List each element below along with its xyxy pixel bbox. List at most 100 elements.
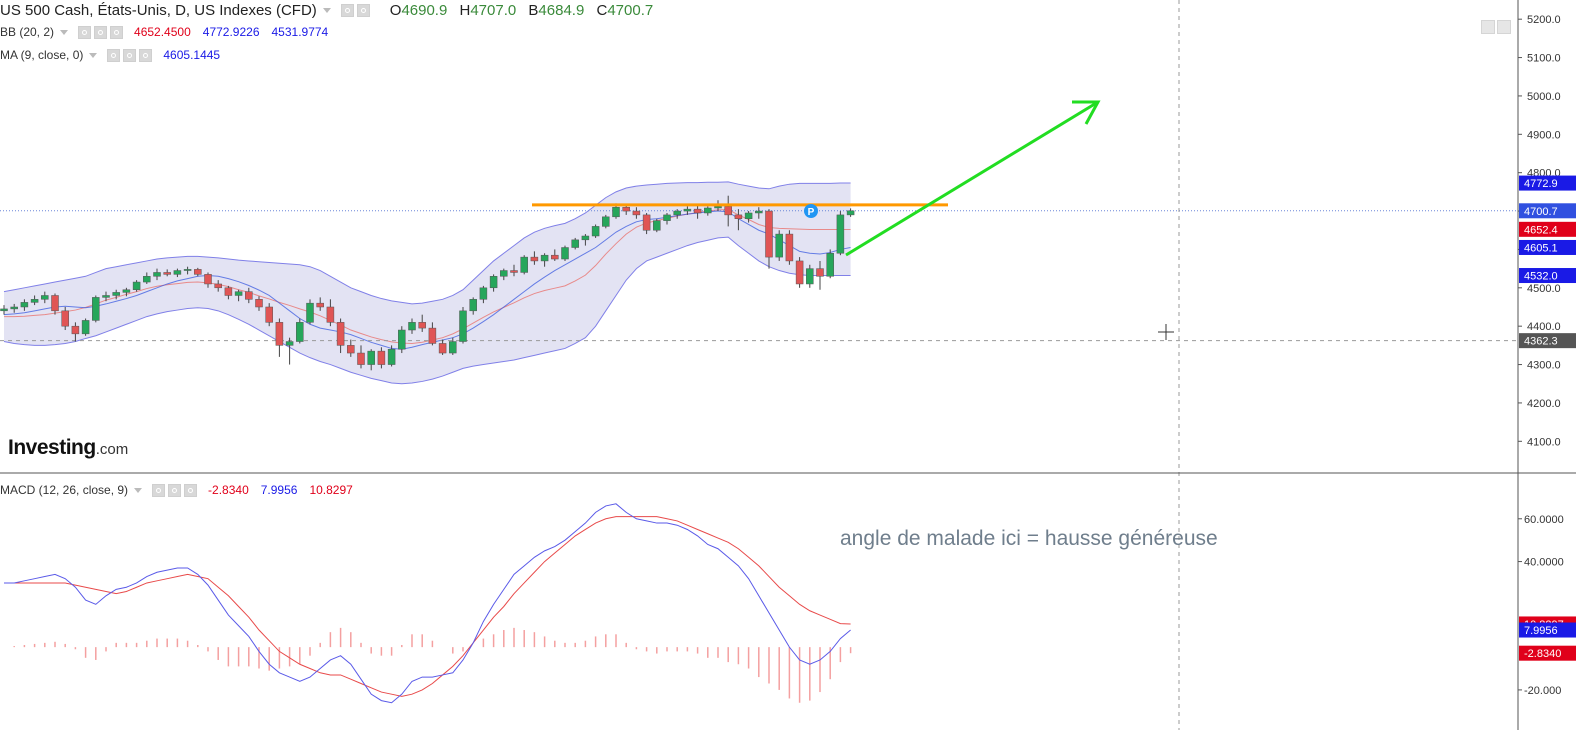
- ohlc-high-label: H: [459, 2, 471, 19]
- price-axis-label: 4100.0: [1527, 436, 1561, 448]
- candle-body: [765, 210, 773, 258]
- ohlc-low-label: B: [528, 2, 539, 19]
- candle-body: [81, 320, 90, 335]
- price-tag[interactable]: 4700.7: [1519, 203, 1576, 219]
- macd-legend: MACD (12, 26, close, 9) -2.8340 7.9956 1…: [0, 483, 353, 497]
- price-axis-label: 4300.0: [1527, 360, 1561, 372]
- chart-annotation[interactable]: angle de malade ici = hausse généreuse: [840, 527, 1218, 550]
- ohlc-open-label: O: [389, 2, 402, 19]
- price-axis-label: 5100.0: [1527, 53, 1561, 65]
- price-tag-text: 4362.3: [1524, 336, 1558, 348]
- gear-icon[interactable]: [123, 48, 137, 62]
- price-tag[interactable]: 4532.0: [1519, 268, 1576, 284]
- candle-body: [408, 322, 416, 331]
- candle-body: [347, 345, 355, 354]
- drawing-overlay[interactable]: P: [532, 100, 1174, 340]
- candle-body: [30, 299, 39, 303]
- instrument-title[interactable]: US 500 Cash, États-Unis, D, US Indexes (…: [0, 2, 317, 19]
- close-icon[interactable]: [139, 48, 153, 62]
- investing-logo: Investing.com: [8, 436, 128, 460]
- eye-icon[interactable]: [107, 48, 121, 62]
- candle-body: [591, 226, 600, 237]
- chevron-down-icon[interactable]: [134, 487, 143, 493]
- candle-body: [194, 269, 202, 275]
- macd-tag-text: -2.8340: [1524, 648, 1561, 660]
- macd-tag-bg: [1519, 645, 1576, 661]
- macd-signal-line: [4, 516, 851, 697]
- price-axis-label: 4900.0: [1527, 129, 1561, 141]
- candle-body: [102, 295, 110, 298]
- candle-body: [336, 322, 345, 346]
- price-axis-label: 5200.0: [1527, 14, 1561, 26]
- price-tag[interactable]: 4652.4: [1519, 221, 1576, 237]
- candle-body: [540, 254, 549, 262]
- settings-icon[interactable]: [340, 4, 354, 17]
- chevron-down-icon[interactable]: [322, 8, 331, 13]
- macd-panel: [0, 472, 1576, 704]
- close-icon[interactable]: [110, 25, 124, 39]
- macd-axis-label: 60.0000: [1524, 514, 1564, 526]
- candle-body: [806, 268, 814, 285]
- candle-body: [428, 327, 437, 344]
- candle-body: [714, 206, 722, 209]
- scroll-up-icon[interactable]: [1481, 20, 1495, 34]
- price-axis[interactable]: 4100.04200.04300.04400.04500.04600.04700…: [1517, 0, 1576, 730]
- bb-label[interactable]: BB (20, 2): [0, 25, 55, 39]
- candle-body: [632, 210, 641, 216]
- close-icon[interactable]: [184, 483, 198, 497]
- price-axis-label: 4200.0: [1527, 398, 1561, 410]
- gear-icon[interactable]: [168, 483, 182, 497]
- candle-body: [41, 295, 49, 300]
- ohlc-high: 4707.0: [470, 2, 517, 19]
- chevron-down-icon[interactable]: [89, 52, 98, 58]
- candle-body: [489, 276, 498, 289]
- price-tag-bg: [1519, 203, 1576, 219]
- price-tag-bg: [1519, 333, 1576, 349]
- candle-body: [285, 341, 294, 346]
- ma-label[interactable]: MA (9, close, 0): [0, 48, 84, 62]
- candle-body: [234, 291, 243, 296]
- macd-label[interactable]: MACD (12, 26, close, 9): [0, 483, 129, 497]
- candle-body: [469, 299, 477, 312]
- bb-upper-value: 4772.9226: [202, 25, 260, 39]
- candle-body: [795, 260, 804, 285]
- price-tag[interactable]: 4605.1: [1519, 239, 1576, 255]
- candle-body: [51, 295, 59, 312]
- candle-body: [510, 270, 518, 273]
- chevron-down-icon[interactable]: [60, 29, 69, 35]
- scroll-down-icon[interactable]: [1497, 20, 1511, 34]
- price-tag[interactable]: 4362.3: [1519, 333, 1576, 349]
- price-tag-bg: [1519, 175, 1576, 191]
- candle-body: [571, 239, 579, 248]
- candle-body: [602, 216, 610, 227]
- macd-tag[interactable]: 7.9956: [1519, 622, 1576, 638]
- macd-line-value: 7.9956: [260, 483, 298, 497]
- candle-body: [173, 270, 182, 275]
- price-tag-text: 4652.4: [1524, 224, 1558, 236]
- candle-body: [642, 214, 651, 231]
- macd-axis-label: 40.0000: [1524, 557, 1564, 569]
- candle-body: [0, 308, 8, 312]
- candle-body: [418, 322, 426, 329]
- price-tag[interactable]: 4772.9: [1519, 175, 1576, 191]
- price-tag-bg: [1519, 221, 1576, 237]
- marker-p-icon: [804, 204, 818, 218]
- logo-brand: Investing: [8, 436, 96, 459]
- candle-body: [683, 208, 692, 212]
- price-tag-text: 4700.7: [1524, 206, 1558, 218]
- macd-tag[interactable]: -2.8340: [1519, 645, 1576, 661]
- candle-body: [622, 206, 630, 212]
- gear-icon[interactable]: [356, 4, 370, 17]
- bollinger-bands: [3, 181, 851, 385]
- ohlc-open: 4690.9: [401, 2, 448, 19]
- ohlc-close: 4700.7: [607, 2, 654, 19]
- eye-icon[interactable]: [152, 483, 166, 497]
- marker-p-label: P: [808, 207, 815, 218]
- gear-icon[interactable]: [94, 25, 108, 39]
- eye-icon[interactable]: [78, 25, 92, 39]
- price-axis-label: 4400.0: [1527, 321, 1561, 333]
- candle-body: [551, 254, 559, 260]
- candle-body: [438, 343, 447, 354]
- candle-body: [479, 287, 488, 300]
